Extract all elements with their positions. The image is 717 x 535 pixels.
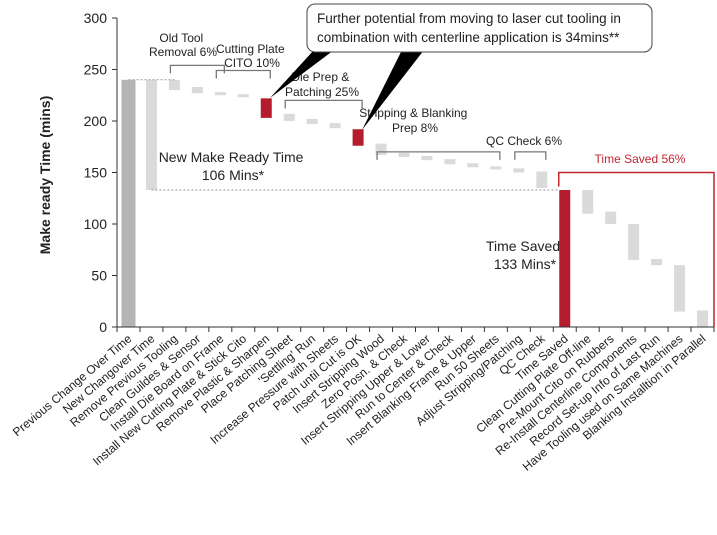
annotations-layer: Old Tool Removal 6% Cutting Plate CITO 1…	[149, 3, 686, 272]
bracket-old-tool	[169, 64, 225, 74]
bar-24	[651, 259, 663, 266]
y-tick-label: 200	[84, 113, 108, 129]
callout-pointer-a	[270, 50, 334, 98]
group-label-stripping: Stripping & Blanking Prep 8%	[359, 106, 470, 135]
y-tick-label: 0	[99, 319, 107, 335]
bar-26	[697, 310, 709, 327]
bar-10	[329, 123, 341, 129]
bracket-cutting-plate	[215, 69, 271, 79]
bracket-die-prep	[284, 99, 363, 109]
bar-12	[375, 143, 387, 155]
y-axis-label: Make ready Time (mins)	[37, 96, 53, 254]
group-label-die-prep: Die Prep & Patching 25%	[285, 70, 359, 99]
bar-20	[559, 190, 571, 327]
bracket-qc	[514, 151, 547, 160]
group-label-old-tool: Old Tool Removal 6%	[149, 31, 217, 59]
group-label-cutting-plate: Cutting Plate CITO 10%	[216, 42, 288, 70]
bar-14	[421, 156, 433, 161]
bar-22	[605, 211, 617, 224]
group-label-qc: QC Check 6%	[486, 134, 562, 148]
group-label-time-saved: Time Saved 56%	[595, 152, 686, 166]
bar-8	[283, 113, 295, 121]
bar-2	[145, 79, 157, 191]
bar-17	[490, 166, 502, 170]
bar-6	[237, 94, 249, 98]
bracket-time-saved	[558, 171, 715, 327]
y-tick-label: 50	[91, 268, 107, 284]
bar-11	[352, 129, 364, 146]
y-tick-label: 250	[84, 62, 108, 78]
guides-layer	[128, 64, 715, 327]
bar-1	[121, 79, 136, 327]
bar-9	[306, 118, 318, 125]
bars-layer	[121, 79, 709, 327]
y-tick-label: 300	[84, 10, 108, 26]
callout-pointer-b	[362, 50, 424, 130]
bar-19	[536, 171, 548, 188]
bar-13	[398, 152, 410, 158]
y-tick-label: 100	[84, 216, 108, 232]
new-make-ready-annotation: New Make Ready Time 106 Mins*	[159, 149, 308, 183]
bar-21	[582, 190, 594, 214]
bar-15	[444, 159, 456, 165]
callout-text: Further potential from moving to laser c…	[317, 11, 625, 45]
y-tick-label: 150	[84, 165, 108, 181]
bar-3	[168, 79, 180, 91]
bar-5	[214, 92, 226, 96]
callout-box	[306, 3, 653, 53]
bar-7	[260, 98, 272, 118]
bar-18	[513, 168, 525, 173]
time-saved-annotation: Time Saved 133 Mins*	[486, 238, 564, 272]
bar-23	[628, 224, 640, 261]
bracket-stripping	[376, 151, 501, 160]
bar-4	[191, 87, 203, 94]
bar-25	[674, 265, 686, 312]
bar-16	[467, 163, 479, 168]
